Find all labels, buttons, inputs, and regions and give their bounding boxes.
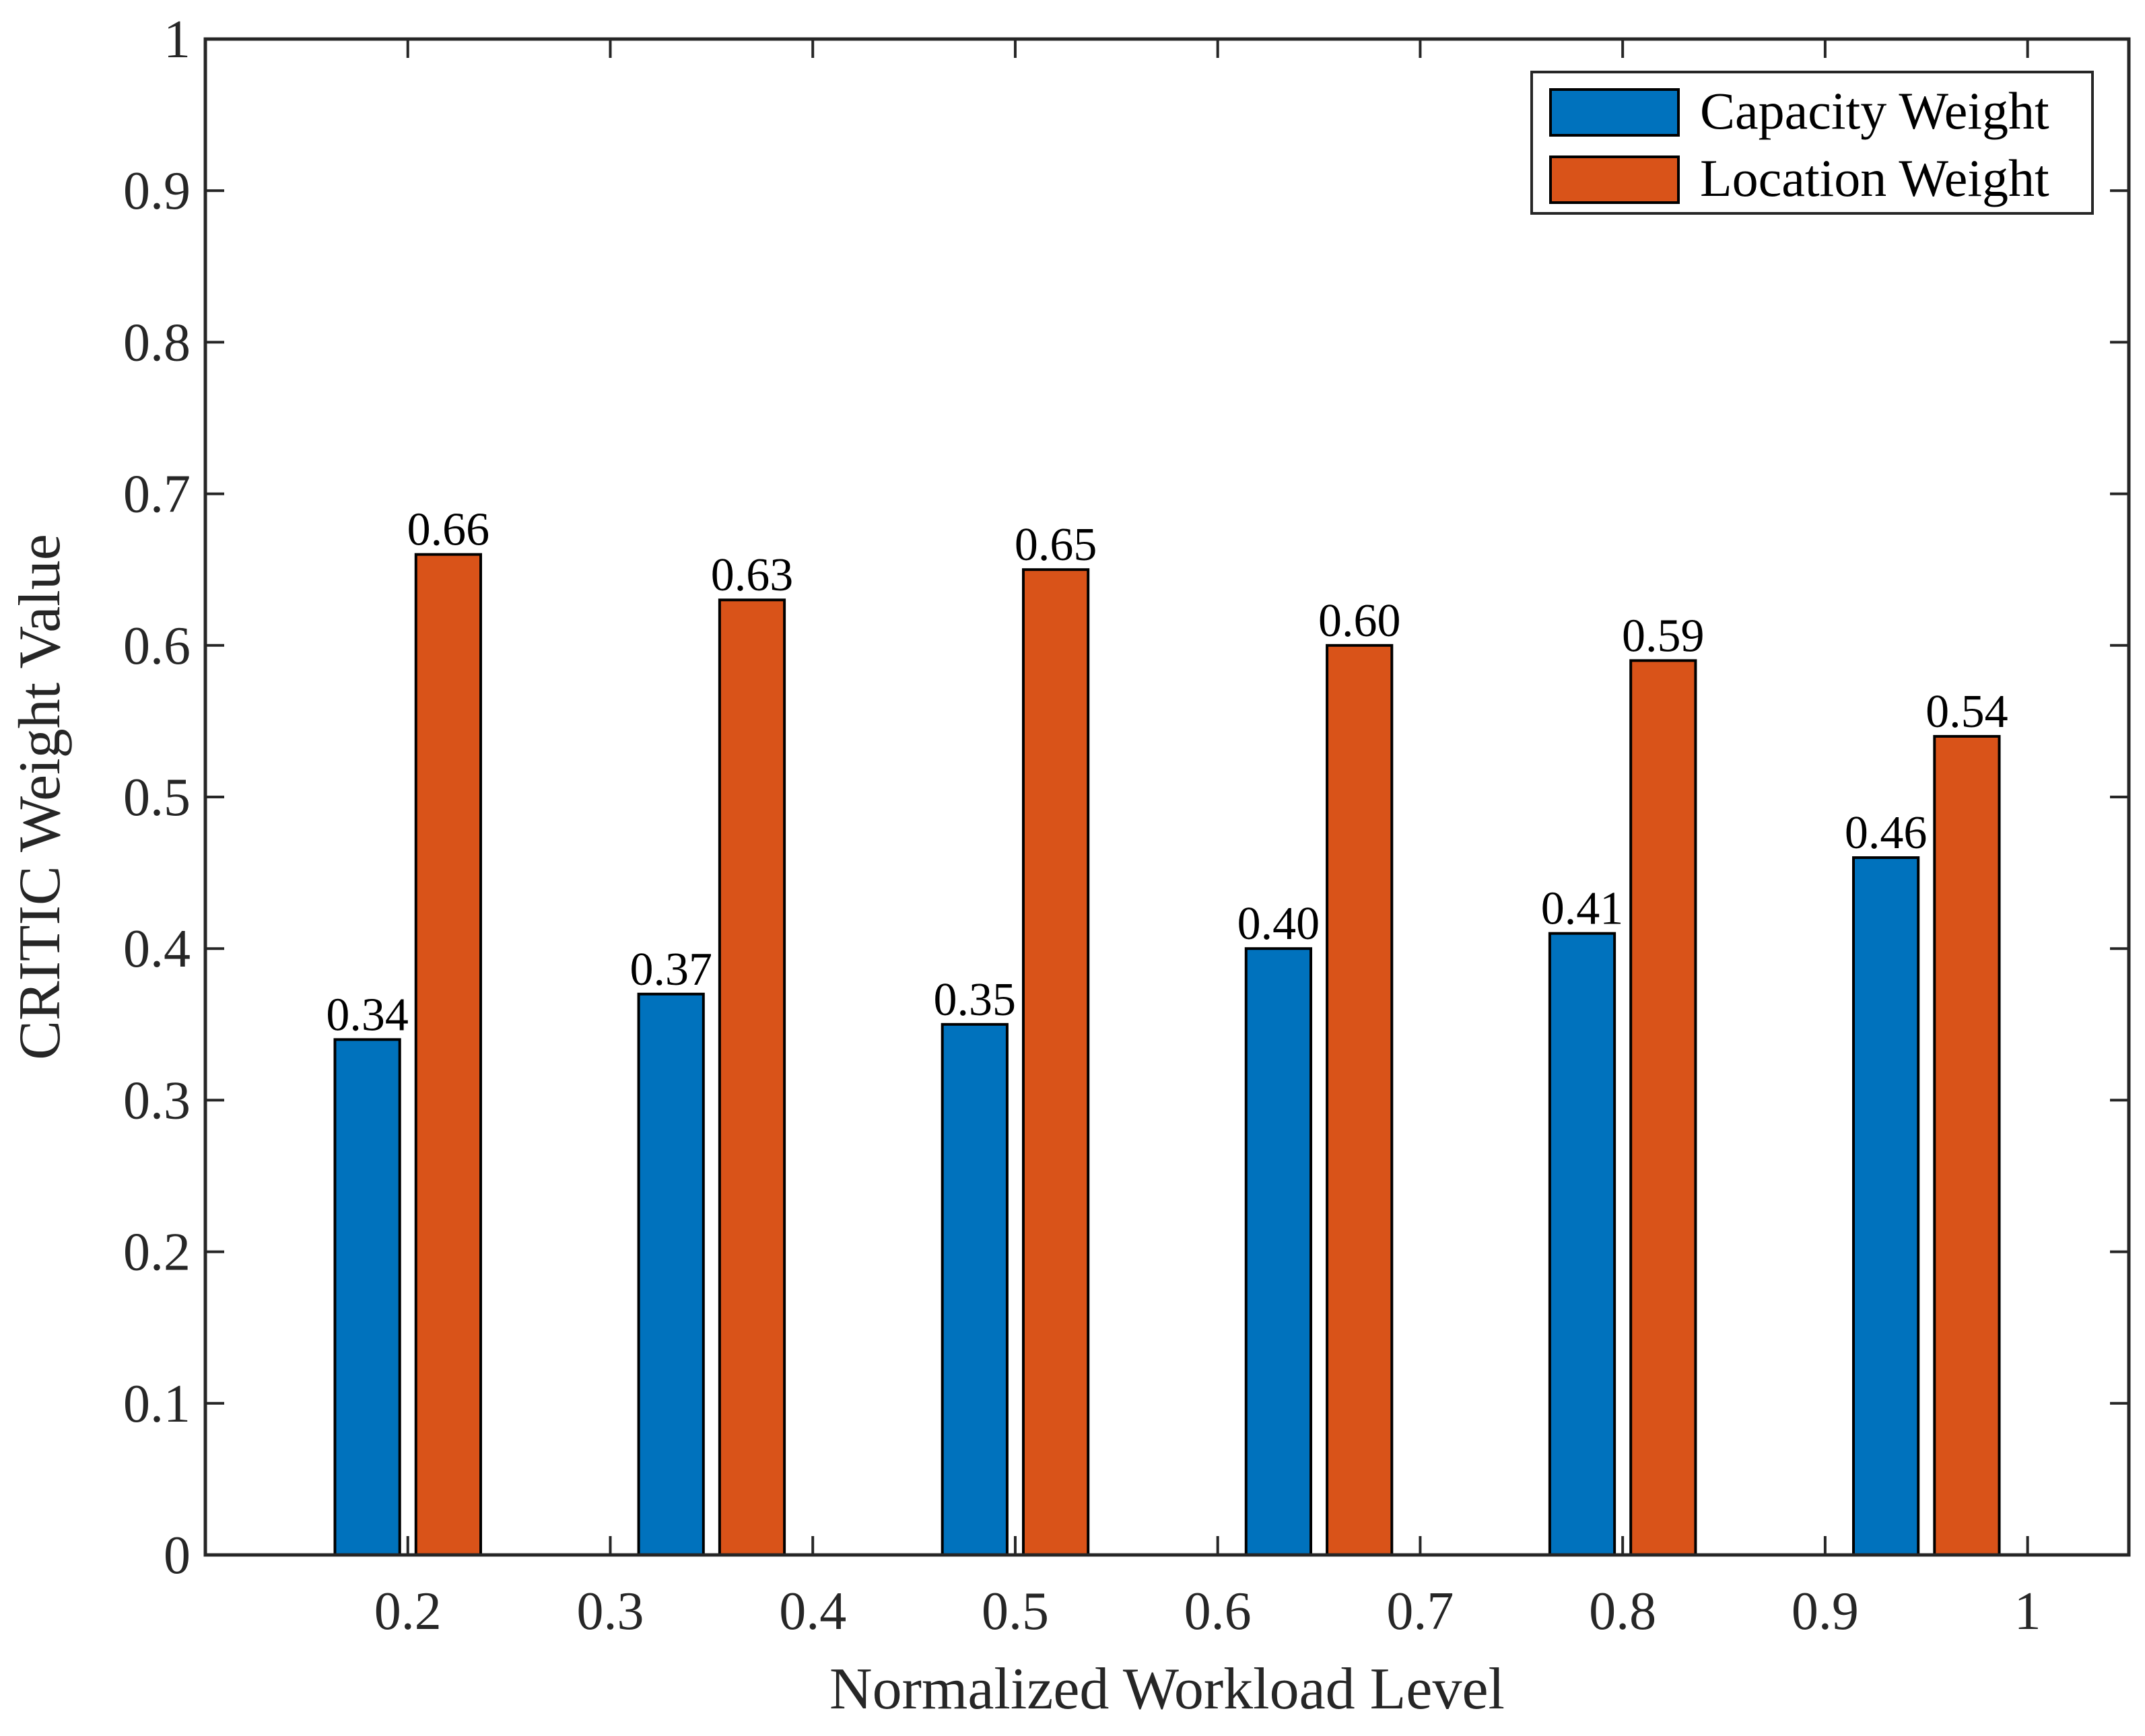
bar-capacity-weight <box>941 1022 1009 1557</box>
x-tick-label: 0.8 <box>1589 1582 1656 1641</box>
bar-location-weight <box>718 598 786 1556</box>
data-label: 0.34 <box>326 989 409 1041</box>
data-label: 0.41 <box>1541 883 1624 935</box>
data-label: 0.46 <box>1845 807 1928 859</box>
bar-location-weight <box>1933 734 2001 1556</box>
legend-label: Capacity Weight <box>1700 81 2049 140</box>
y-tick-label: 0.7 <box>123 465 191 524</box>
y-tick-label: 0 <box>164 1526 191 1585</box>
y-tick-label: 1 <box>164 10 191 69</box>
bar-location-weight <box>1326 644 1394 1556</box>
y-tick-label: 0.5 <box>123 768 191 827</box>
data-label: 0.59 <box>1622 610 1705 662</box>
bar-location-weight <box>414 553 483 1556</box>
x-tick-label: 0.2 <box>374 1582 442 1641</box>
data-label: 0.66 <box>407 504 490 556</box>
legend-swatch <box>1549 155 1680 204</box>
bar-capacity-weight <box>1244 947 1313 1556</box>
bar-capacity-weight <box>1851 856 1920 1556</box>
y-tick-label: 0.3 <box>123 1071 191 1130</box>
y-axis-label: CRITIC Weight Value <box>7 534 73 1060</box>
x-tick-label: 0.9 <box>1792 1582 1859 1641</box>
y-tick-label: 0.8 <box>123 313 191 372</box>
plot-area-frame <box>203 37 2131 1557</box>
legend-swatch <box>1549 88 1680 137</box>
bar-capacity-weight <box>333 1038 401 1556</box>
legend-label: Location Weight <box>1700 149 2049 207</box>
legend: Capacity Weight Location Weight <box>1530 71 2094 215</box>
data-label: 0.54 <box>1926 686 2008 738</box>
data-label: 0.63 <box>711 549 794 601</box>
y-tick-label: 0.2 <box>123 1223 191 1282</box>
x-tick-label: 0.5 <box>982 1582 1049 1641</box>
data-label: 0.37 <box>629 944 712 996</box>
y-tick-label: 0.6 <box>123 617 191 676</box>
data-label: 0.60 <box>1318 595 1401 647</box>
y-tick-label: 0.1 <box>123 1375 191 1434</box>
data-label: 0.35 <box>934 974 1017 1026</box>
x-tick-label: 0.3 <box>576 1582 644 1641</box>
y-tick-label: 0.4 <box>123 919 191 979</box>
x-tick-label: 0.4 <box>779 1582 846 1641</box>
x-tick-label: 0.7 <box>1386 1582 1454 1641</box>
x-tick-label: 0.6 <box>1184 1582 1252 1641</box>
bar-capacity-weight <box>637 992 705 1556</box>
bar-capacity-weight <box>1548 932 1616 1557</box>
data-label: 0.40 <box>1237 898 1320 950</box>
bar-location-weight <box>1629 659 1697 1557</box>
bar-location-weight <box>1021 568 1090 1557</box>
data-label: 0.65 <box>1015 519 1097 571</box>
x-axis-label: Normalized Workload Level <box>829 1657 1505 1722</box>
y-tick-label: 0.9 <box>123 162 191 221</box>
x-tick-label: 1 <box>2014 1582 2041 1641</box>
